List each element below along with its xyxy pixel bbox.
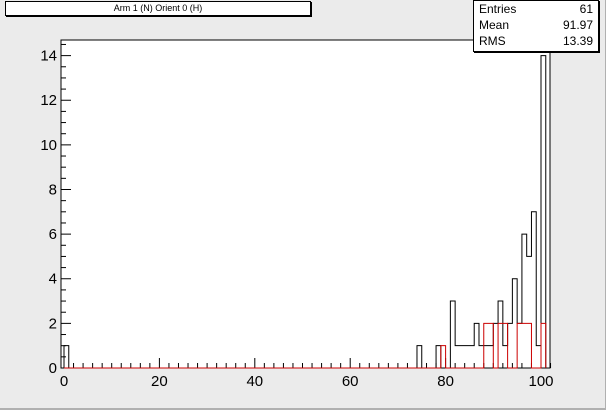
y-tick-label: 2 [49, 315, 57, 332]
stats-label-mean: Mean [479, 18, 510, 32]
y-tick-label: 14 [40, 48, 57, 65]
stats-row-rms: RMS 13.39 [474, 33, 598, 49]
stats-label-entries: Entries [479, 2, 517, 16]
stats-row-mean: Mean 91.97 [474, 17, 598, 33]
y-tick-label: 0 [49, 360, 57, 377]
x-tick-label: 20 [151, 373, 168, 390]
stats-label-rms: RMS [479, 34, 506, 48]
series-1 [64, 322, 547, 369]
x-tick-labels: 0 20 40 60 80 100 [60, 373, 554, 390]
x-tick-label: 80 [437, 373, 454, 390]
y-tick-label: 4 [49, 271, 57, 288]
plot-frame [60, 39, 551, 369]
y-tick-label: 10 [40, 137, 57, 154]
histogram-title: Arm 1 (N) Orient 0 (H) [5, 1, 311, 16]
y-tick-label: 12 [40, 92, 57, 109]
x-tick-label: 100 [528, 373, 553, 390]
x-tick-label: 0 [60, 373, 68, 390]
stats-value-rms: 13.39 [562, 34, 593, 48]
y-tick-labels: 0 2 4 6 8 10 12 14 [40, 48, 57, 377]
axis-ticks [61, 43, 552, 369]
stats-value-mean: 91.97 [562, 18, 593, 32]
stats-box: Entries 61 Mean 91.97 RMS 13.39 [473, 0, 599, 52]
x-tick-label: 40 [246, 373, 263, 390]
stats-row-entries: Entries 61 [474, 1, 598, 17]
stats-value-entries: 61 [579, 2, 593, 16]
series-1-outline [64, 322, 547, 369]
series-layer [63, 55, 547, 369]
y-tick-label: 6 [49, 226, 57, 243]
y-tick-label: 8 [49, 181, 57, 198]
x-tick-label: 60 [342, 373, 359, 390]
